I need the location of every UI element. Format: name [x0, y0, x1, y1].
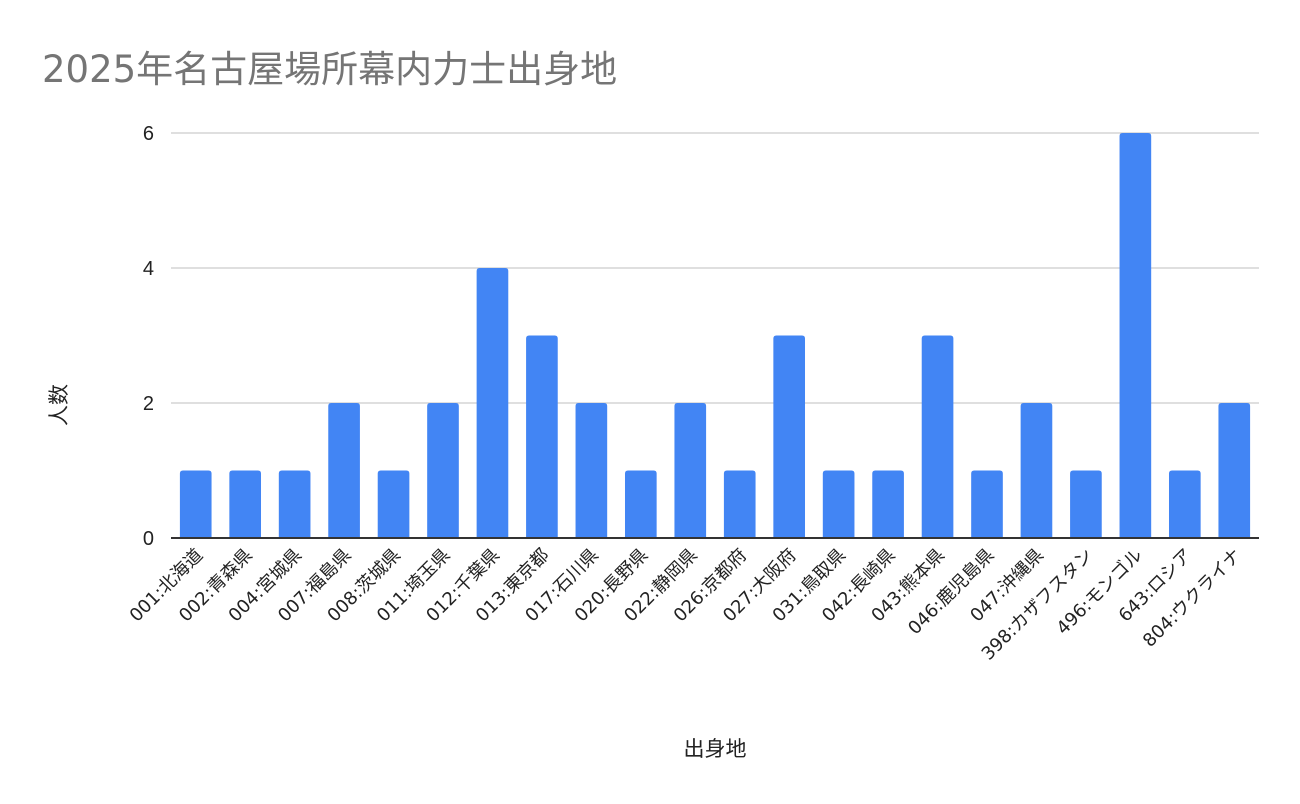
bar [1218, 403, 1251, 538]
y-axis-ticks: 0 2 4 6 [143, 123, 154, 550]
bar [1020, 403, 1053, 538]
bar [377, 470, 410, 538]
y-tick-label: 6 [143, 123, 154, 145]
bar [624, 470, 657, 538]
y-tick-label: 4 [143, 258, 154, 280]
chart-title: 2025年名古屋場所幕内力士出身地 [42, 48, 617, 91]
bar [476, 268, 509, 538]
bar [179, 470, 212, 538]
bar [872, 470, 904, 538]
y-tick-label: 0 [143, 528, 154, 550]
bar [723, 470, 756, 538]
bar [773, 335, 806, 538]
bar [674, 403, 707, 538]
x-axis-title: 出身地 [684, 737, 747, 761]
bar [278, 470, 311, 538]
y-axis-title: 人数 [47, 384, 71, 426]
bar [427, 403, 459, 538]
bars [179, 133, 1251, 538]
bar [921, 335, 954, 538]
bar [822, 470, 855, 538]
bar [1168, 470, 1201, 538]
y-tick-label: 2 [143, 393, 154, 415]
bar [229, 470, 262, 538]
bar [575, 403, 608, 538]
bar [1119, 133, 1152, 538]
bar [1070, 470, 1102, 538]
bar [526, 335, 558, 538]
bar [328, 403, 360, 538]
bar [971, 470, 1003, 538]
